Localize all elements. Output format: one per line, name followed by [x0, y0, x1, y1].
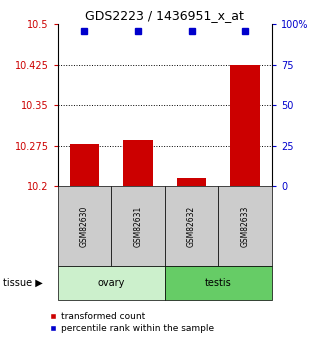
Title: GDS2223 / 1436951_x_at: GDS2223 / 1436951_x_at — [85, 9, 244, 22]
Bar — [218, 186, 272, 266]
Bar — [123, 140, 153, 186]
Bar — [177, 178, 206, 186]
Text: GSM82632: GSM82632 — [187, 205, 196, 247]
Text: GSM82631: GSM82631 — [133, 205, 142, 247]
Bar — [165, 266, 272, 300]
Legend: transformed count, percentile rank within the sample: transformed count, percentile rank withi… — [46, 309, 217, 336]
Text: GSM82633: GSM82633 — [241, 205, 250, 247]
Bar — [111, 186, 165, 266]
Bar — [230, 65, 260, 186]
Bar — [70, 144, 99, 186]
Bar — [165, 186, 219, 266]
Bar — [58, 266, 165, 300]
Text: ovary: ovary — [98, 278, 125, 288]
Text: testis: testis — [205, 278, 232, 288]
Text: GSM82630: GSM82630 — [80, 205, 89, 247]
Text: tissue ▶: tissue ▶ — [3, 278, 43, 288]
Bar — [58, 186, 111, 266]
